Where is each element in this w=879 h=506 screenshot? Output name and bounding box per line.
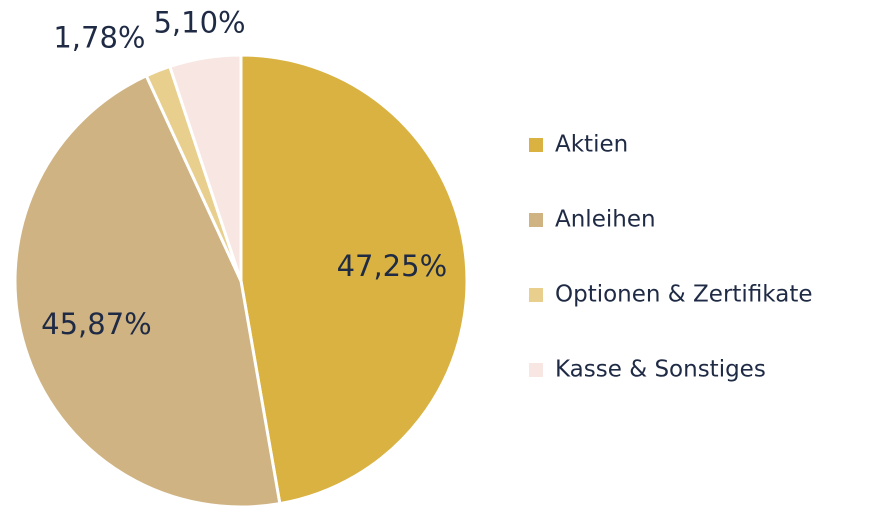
legend-swatch xyxy=(529,138,543,152)
legend-swatch xyxy=(529,288,543,302)
pie-slice xyxy=(13,73,282,506)
value-label: 45,87% xyxy=(41,307,152,341)
value-label: 47,25% xyxy=(337,249,448,283)
legend-label: Optionen & Zertifikate xyxy=(555,282,812,308)
value-label: 5,10% xyxy=(153,5,245,39)
legend-label: Anleihen xyxy=(555,207,656,233)
legend-swatch xyxy=(529,213,543,227)
value-label: 1,78% xyxy=(53,20,145,54)
legend-label: Aktien xyxy=(555,132,628,158)
legend-label: Kasse & Sonstiges xyxy=(555,357,766,383)
pie-slice xyxy=(239,53,469,506)
pie-slice xyxy=(167,53,243,282)
legend-swatch xyxy=(529,363,543,377)
